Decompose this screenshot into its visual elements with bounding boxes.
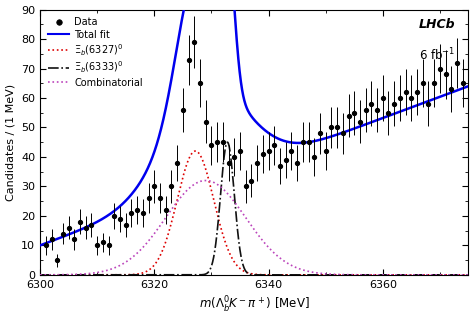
Y-axis label: Candidates / (1 MeV): Candidates / (1 MeV): [6, 84, 16, 201]
Text: LHCb: LHCb: [419, 18, 456, 30]
Text: 6 fb$^{-1}$: 6 fb$^{-1}$: [419, 47, 456, 63]
Legend: Data, Total fit, $\Xi_b(6327)^0$, $\Xi_b(6333)^0$, Combinatorial: Data, Total fit, $\Xi_b(6327)^0$, $\Xi_b…: [45, 14, 146, 91]
X-axis label: $m(\Lambda_b^0 K^-\pi^+)$ [MeV]: $m(\Lambda_b^0 K^-\pi^+)$ [MeV]: [199, 295, 310, 316]
